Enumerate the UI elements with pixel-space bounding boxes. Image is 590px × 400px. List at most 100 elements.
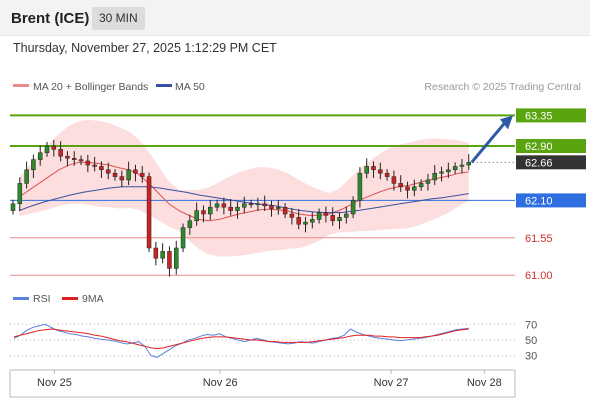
candle — [24, 161, 29, 189]
time-axis: Nov 25 Nov 26 Nov 27 Nov 28 — [9, 369, 516, 398]
candle — [262, 195, 267, 211]
level-badge-63.35 — [516, 108, 586, 123]
level-label-62.10: 62.10 — [525, 195, 553, 207]
price-legend: MA 20 + Bollinger Bands MA 50 Research ©… — [13, 81, 581, 93]
candle — [289, 207, 295, 225]
candle — [221, 197, 227, 215]
level-labels: 63.35 62.90 62.66 62.10 61.55 61.00 — [516, 108, 586, 282]
candle — [167, 246, 172, 277]
legend-ma20-label: MA 20 + Bollinger Bands — [33, 81, 148, 93]
candle — [31, 154, 36, 178]
rsi-tick-30: 30 — [525, 351, 537, 363]
candle — [439, 166, 444, 182]
candle — [425, 173, 431, 191]
candle — [174, 240, 179, 275]
candle — [112, 169, 118, 181]
candle — [139, 166, 145, 183]
legend-ma50-label: MA 50 — [175, 81, 205, 93]
candle — [316, 208, 322, 224]
candle — [466, 154, 471, 171]
x-tick-label: Nov 28 — [467, 377, 502, 389]
candle — [208, 200, 213, 221]
candle — [418, 179, 424, 191]
projection-arrow — [470, 120, 508, 164]
timeframe-selector[interactable]: 30 MIN — [92, 7, 145, 30]
candle — [71, 151, 77, 166]
symbol-title: Brent (ICE) — [11, 10, 90, 27]
level-label-61.00: 61.00 — [525, 270, 553, 282]
candle — [187, 214, 193, 235]
rsi-legend: RSI 9MA — [13, 293, 104, 305]
candle — [452, 162, 458, 174]
candle — [58, 141, 63, 162]
legend-rsi-label: RSI — [33, 293, 51, 305]
projection-arrowhead — [500, 115, 513, 130]
candle — [364, 158, 369, 179]
projection — [470, 115, 513, 164]
x-tick-label: Nov 27 — [374, 377, 409, 389]
candle — [432, 165, 437, 186]
candle — [412, 179, 417, 197]
candle — [310, 212, 315, 229]
candle — [282, 203, 288, 219]
candle — [228, 199, 233, 216]
candle — [303, 217, 308, 233]
candle — [357, 167, 363, 208]
candle — [78, 155, 84, 166]
candle — [105, 162, 111, 180]
candle — [371, 161, 376, 178]
candle — [235, 202, 240, 219]
candle — [146, 172, 152, 253]
candle — [65, 151, 70, 167]
level-label-61.55: 61.55 — [525, 233, 553, 245]
candle — [378, 162, 383, 180]
x-tick-label: Nov 25 — [37, 377, 72, 389]
legend-ma50-swatch — [156, 84, 172, 87]
candle — [10, 199, 16, 215]
level-badge-62.66 — [516, 155, 586, 170]
candle — [330, 207, 335, 226]
candle — [276, 200, 281, 215]
candle — [133, 164, 138, 182]
candle — [44, 141, 50, 157]
legend-ma20-swatch — [13, 84, 29, 87]
candle — [296, 209, 301, 230]
candle — [255, 197, 261, 211]
legend-9ma-swatch — [62, 297, 78, 300]
candle — [201, 205, 206, 223]
rsi-line — [13, 323, 469, 358]
price-levels — [10, 114, 515, 276]
candle — [384, 169, 390, 181]
candle — [398, 175, 403, 192]
candle — [323, 206, 329, 223]
candle — [337, 212, 342, 229]
legend-rsi-swatch — [13, 297, 29, 300]
candle — [214, 199, 220, 212]
legend-9ma-label: 9MA — [82, 293, 104, 305]
x-tick-label: Nov 26 — [203, 377, 238, 389]
candle — [51, 139, 57, 157]
candle — [126, 161, 131, 186]
top-bar: Brent (ICE) 30 MIN — [0, 0, 590, 36]
rsi-ma-line — [13, 328, 469, 350]
level-badge-62.90 — [516, 139, 586, 153]
candle — [242, 196, 247, 214]
candle — [85, 154, 91, 173]
candle — [269, 200, 274, 217]
rsi-panel: 70 50 30 — [10, 319, 537, 363]
watermark: Research © 2025 Trading Central — [424, 81, 581, 93]
rsi-tick-70: 70 — [525, 319, 537, 331]
candle — [92, 156, 97, 172]
candle — [344, 206, 349, 224]
candle — [459, 158, 465, 174]
level-label-62.90: 62.90 — [525, 141, 553, 153]
chart-datetime: Thursday, November 27, 2025 1:12:29 PM C… — [13, 41, 277, 55]
candle — [17, 177, 23, 211]
candle — [194, 202, 199, 226]
bollinger-bands — [19, 119, 469, 257]
rsi-tick-50: 50 — [525, 335, 537, 347]
level-label-63.35: 63.35 — [525, 110, 553, 122]
candles — [10, 139, 471, 277]
candle — [350, 196, 356, 219]
